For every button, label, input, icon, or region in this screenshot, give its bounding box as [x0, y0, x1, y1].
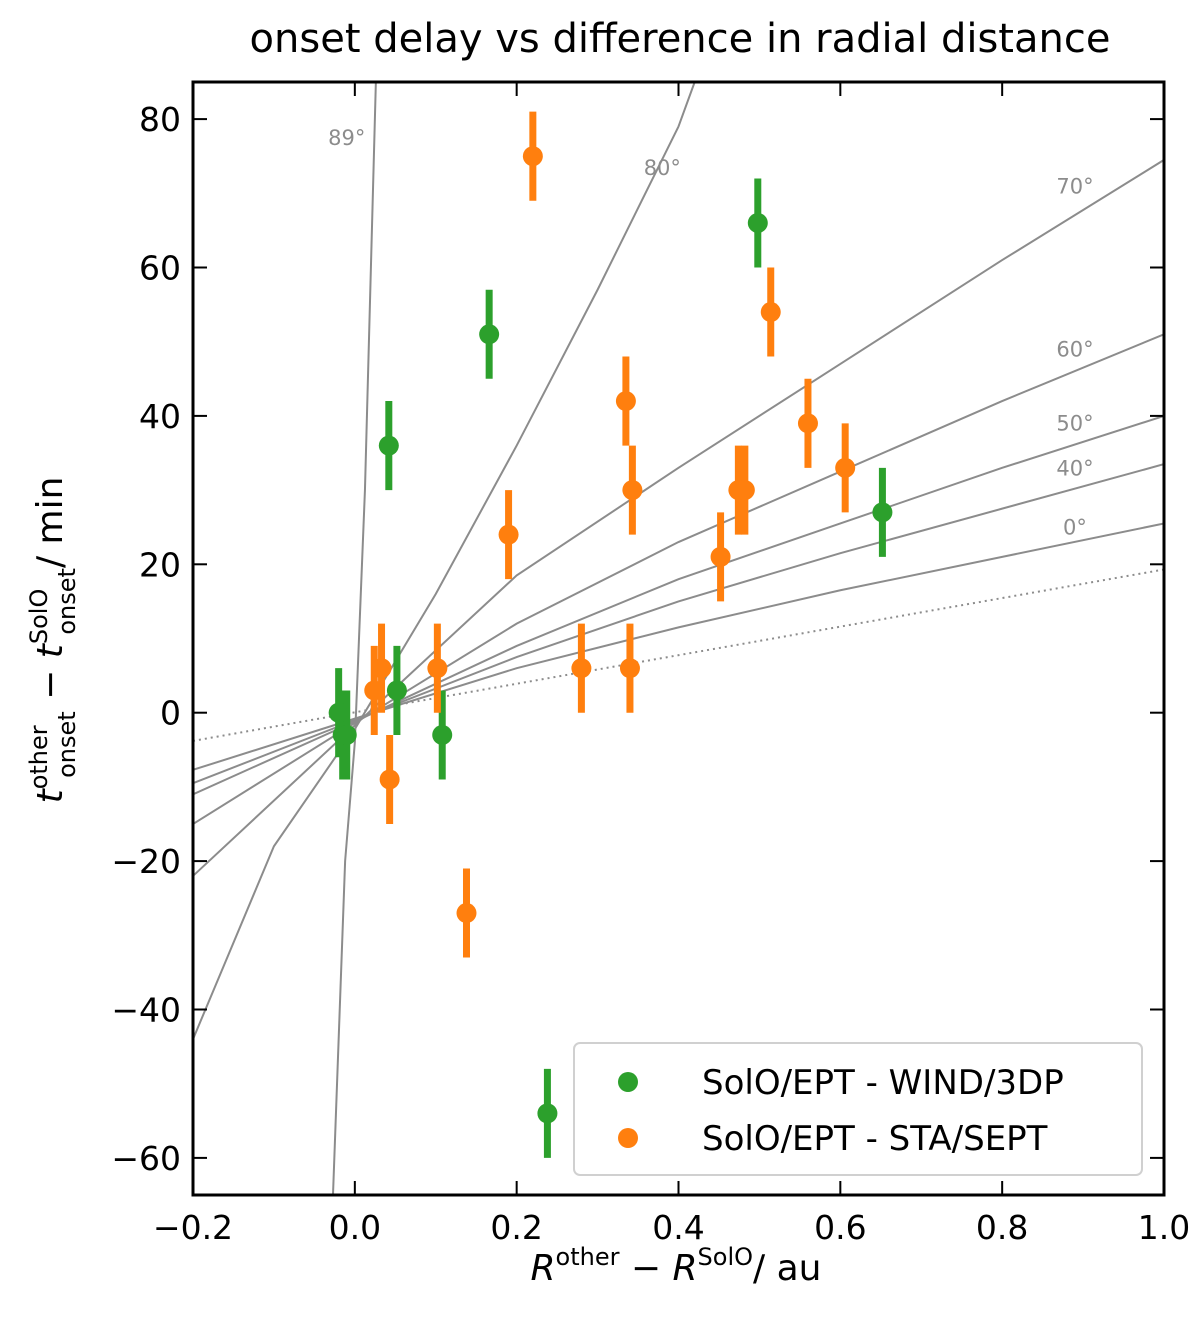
data-point-series-0: [328, 702, 349, 723]
legend-box: [573, 1042, 1143, 1176]
plot-frame: [191, 80, 1166, 1197]
data-point-series-1: [427, 658, 448, 679]
y-tick-label: 40: [139, 397, 181, 436]
x-tick-label: 0.2: [490, 1208, 542, 1247]
reference-curve-40deg: [193, 463, 1164, 785]
data-point-series-1: [615, 391, 636, 412]
data-point-series-0: [479, 324, 500, 345]
y-tick-label: 0: [160, 694, 181, 733]
data-point-series-1: [456, 903, 477, 924]
x-tick-label: 0.0: [329, 1208, 381, 1247]
x-tick-label: 0.4: [652, 1208, 704, 1247]
reference-curves: [193, 82, 1164, 1195]
data-point-series-1: [622, 480, 643, 501]
reference-curve-60deg: [193, 333, 1164, 825]
angle-labels: 89° 80° 70° 60° 50° 40° 0°: [328, 126, 1093, 540]
y-tick-label: 80: [139, 100, 181, 139]
data-point-series-1: [835, 457, 856, 478]
angle-label-70deg: 70°: [1056, 174, 1093, 198]
y-axis-label: totheronset − tSolOonset/ min: [25, 477, 81, 804]
x-tick-label: 1.0: [1138, 1208, 1190, 1247]
data-point-series-0: [378, 435, 399, 456]
data-point-series-1: [371, 658, 392, 679]
angle-label-50deg: 50°: [1056, 412, 1093, 436]
data-point-series-0: [336, 724, 357, 745]
y-tick-label: −40: [111, 991, 181, 1030]
reference-curve-70deg: [193, 159, 1164, 877]
data-point-series-1: [364, 680, 385, 701]
data-point-series-1: [710, 546, 731, 567]
y-tick-label: −60: [111, 1139, 181, 1178]
reference-curve-80deg: [193, 82, 696, 1040]
data-point-series-0: [747, 212, 768, 233]
y-tick-label: −20: [111, 842, 181, 881]
data-point-series-1: [522, 146, 543, 167]
reference-curve-0deg: [193, 522, 1164, 771]
data-point-series-1: [571, 658, 592, 679]
legend: SolO/EPT - WIND/3DP SolO/EPT - STA/SEPT: [573, 1042, 1143, 1176]
legend-label-sta: SolO/EPT - STA/SEPT: [702, 1119, 1048, 1159]
x-axis-label: Rother − RSolO/ au: [531, 1243, 822, 1289]
y-tick-label: 20: [139, 545, 181, 584]
legend-marker-wind: [618, 1072, 638, 1092]
angle-label-40deg: 40°: [1056, 456, 1093, 480]
data-point-series-0: [432, 724, 453, 745]
data-point-series-0: [537, 1103, 558, 1124]
legend-marker-sta: [618, 1128, 638, 1148]
angle-label-89deg: 89°: [328, 126, 365, 150]
data-point-series-1: [498, 524, 519, 545]
data-point-series-1: [734, 480, 755, 501]
data-point-series-1: [619, 658, 640, 679]
angle-label-0deg: 0°: [1063, 516, 1087, 540]
x-tick-label: 0.8: [976, 1208, 1028, 1247]
x-tick-label: −0.2: [153, 1208, 233, 1247]
data-point-series-1: [797, 413, 818, 434]
legend-label-wind: SolO/EPT - WIND/3DP: [702, 1063, 1064, 1103]
reference-dotted-line: [193, 568, 1164, 742]
x-tick-label: 0.6: [814, 1208, 866, 1247]
data-point-series-1: [379, 769, 400, 790]
chart-title: onset delay vs difference in radial dist…: [250, 16, 1111, 62]
reference-curve-50deg: [193, 414, 1164, 796]
data-point-series-0: [386, 680, 407, 701]
angle-label-80deg: 80°: [644, 156, 681, 180]
axis-ticks: −0.2 0.0 0.2 0.4 0.6 0.8 1.0 −60 −40 −20 0 20 40 60 80: [111, 82, 1190, 1247]
data-points: [328, 111, 893, 1158]
data-point-series-0: [872, 502, 893, 523]
reference-curve-89deg: [331, 82, 377, 1195]
data-point-series-1: [760, 302, 781, 323]
y-tick-label: 60: [139, 249, 181, 288]
angle-label-60deg: 60°: [1056, 338, 1093, 362]
